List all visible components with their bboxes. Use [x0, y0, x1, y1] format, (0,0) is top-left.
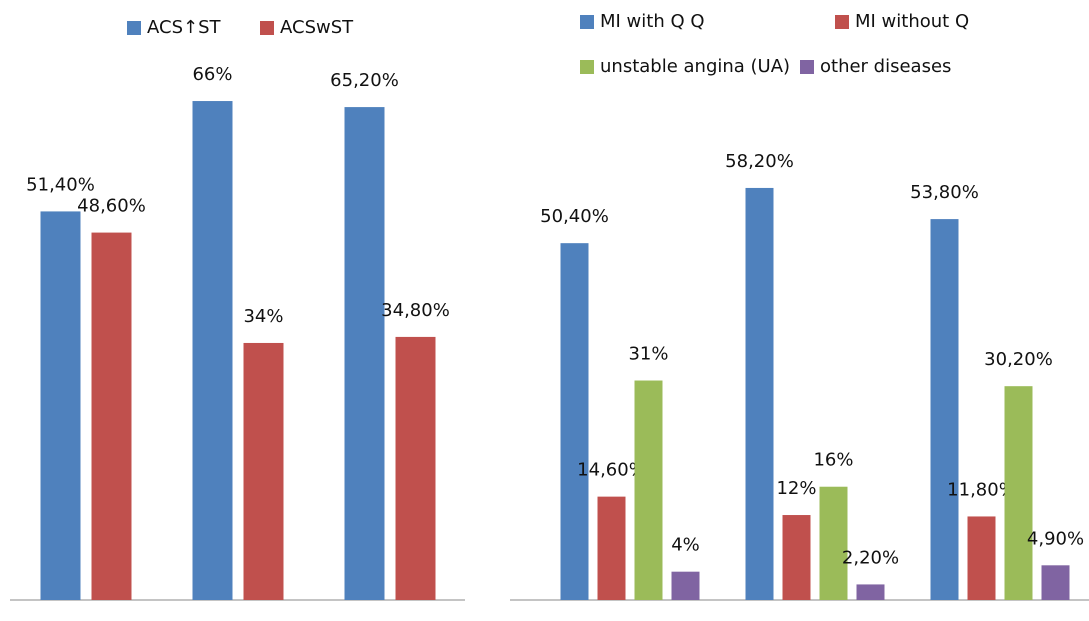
data-label: 4,90%	[1027, 528, 1084, 549]
bar	[597, 496, 626, 600]
bar	[782, 515, 811, 600]
legend-swatch	[580, 60, 594, 74]
legend-swatch	[835, 15, 849, 29]
data-label: 16%	[813, 450, 853, 471]
legend-label: ACSwST	[280, 17, 354, 38]
legend-label: MI without Q	[855, 11, 969, 32]
bar	[1041, 565, 1070, 600]
data-label: 4%	[671, 535, 700, 556]
bar	[634, 380, 663, 600]
legend-label: MI with Q Q	[600, 11, 705, 32]
legend-swatch	[260, 21, 274, 35]
bar	[395, 336, 436, 600]
data-label: 66%	[192, 64, 232, 85]
bar	[1004, 386, 1033, 600]
data-label: 34,80%	[381, 300, 450, 321]
bar	[856, 584, 885, 600]
bar	[671, 571, 700, 600]
bar	[967, 516, 996, 600]
bar	[560, 243, 589, 600]
bar	[91, 232, 132, 601]
data-label: 51,40%	[26, 174, 95, 195]
bar	[243, 342, 284, 600]
legend-swatch	[580, 15, 594, 29]
data-label: 31%	[628, 344, 668, 365]
data-label: 50,40%	[540, 206, 609, 227]
data-label: 11,80%	[947, 479, 1016, 500]
bar	[344, 107, 385, 600]
data-label: 58,20%	[725, 151, 794, 172]
data-label: 65,20%	[330, 70, 399, 91]
data-label: 12%	[776, 478, 816, 499]
data-label: 30,20%	[984, 349, 1053, 370]
legend-label: ACS↑ST	[147, 17, 221, 38]
bar	[745, 187, 774, 600]
legend-swatch	[800, 60, 814, 74]
bar	[192, 101, 233, 600]
legend-label: other diseases	[820, 56, 951, 77]
legend-label: unstable angina (UA)	[600, 56, 790, 77]
bar	[40, 211, 81, 600]
legend-swatch	[127, 21, 141, 35]
data-label: 48,60%	[77, 196, 146, 217]
data-label: 53,80%	[910, 182, 979, 203]
data-label: 14,60%	[577, 460, 646, 481]
data-label: 34%	[243, 306, 283, 327]
bar	[930, 219, 959, 600]
bar	[819, 486, 848, 600]
data-label: 2,20%	[842, 547, 899, 568]
